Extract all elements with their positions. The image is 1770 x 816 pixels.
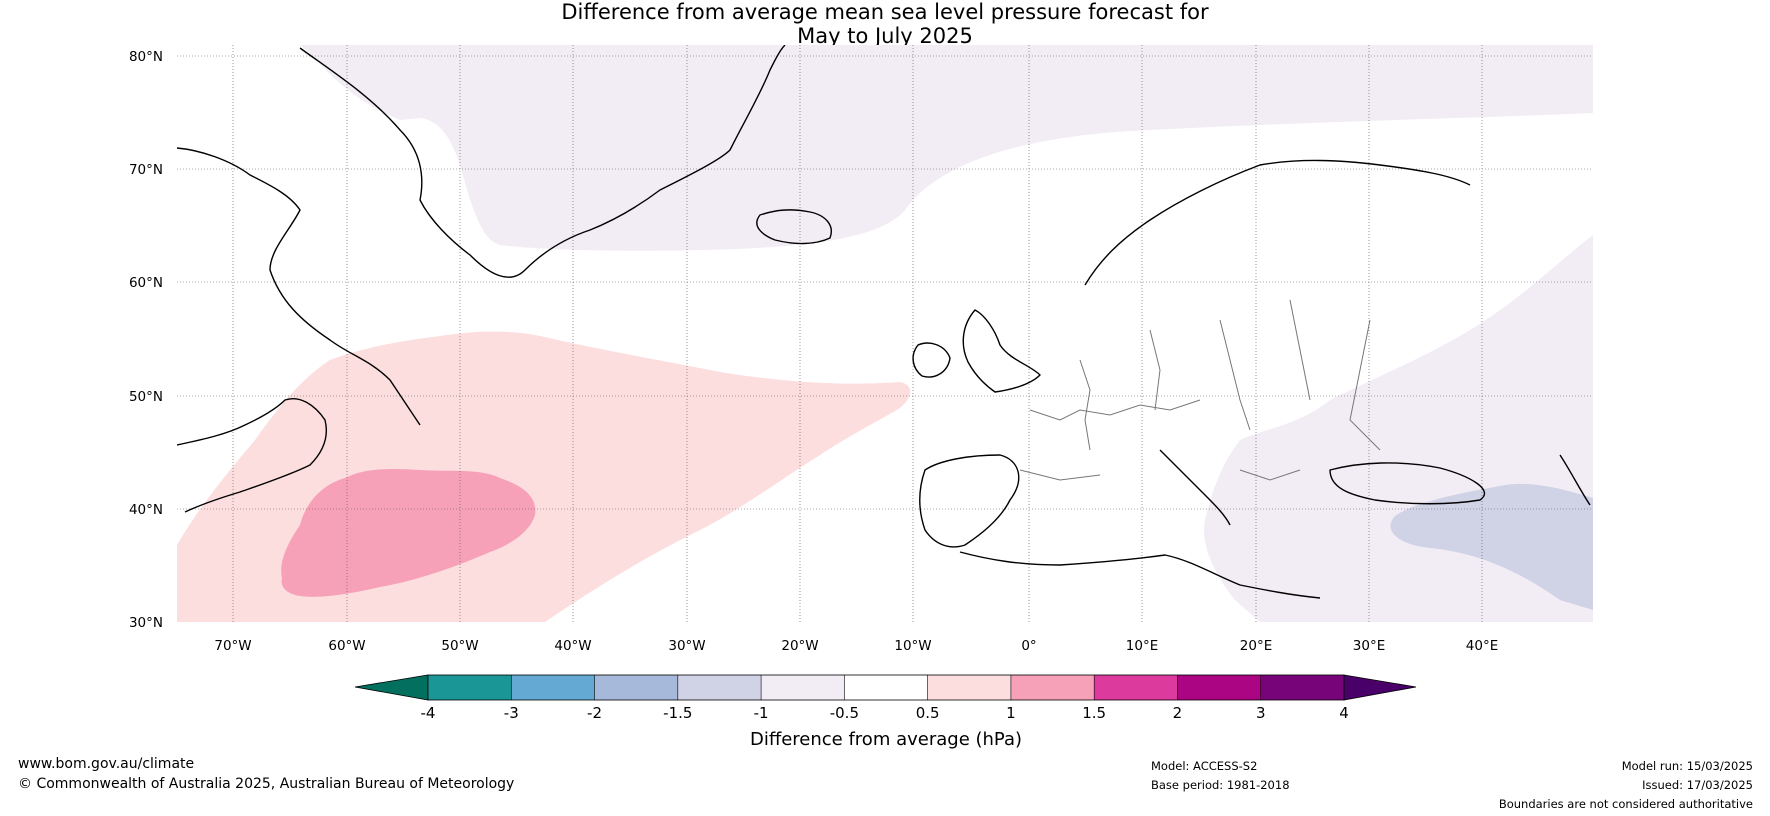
footer-disclaimer: Boundaries are not considered authoritat… — [1498, 797, 1753, 811]
lon-label-10w: 10°W — [894, 638, 931, 654]
north-africa-coast — [959, 551, 1321, 599]
colorbar-swatch — [511, 675, 596, 700]
colorbar-tick-label: 4 — [1339, 704, 1349, 722]
colorbar-swatches — [428, 675, 1345, 700]
high-anomaly-core-off-us-east-coast — [281, 468, 536, 597]
title-line-2: May to July 2025 — [797, 24, 973, 48]
footer-run-info: Model run: 15/03/2025 Issued: 17/03/2025… — [1499, 757, 1753, 814]
lat-label-70: 70°N — [129, 162, 163, 178]
lon-label-30w: 30°W — [668, 638, 705, 654]
map-title: Difference from average mean sea level p… — [0, 0, 1770, 48]
footer-issued: Issued: 17/03/2025 — [1642, 778, 1753, 792]
colorbar-swatch — [428, 675, 512, 700]
north-american-east-coast — [177, 398, 327, 513]
latitude-labels: 80°N 70°N 60°N 50°N 40°N 30°N — [129, 49, 163, 631]
colorbar-extend-high — [1343, 674, 1417, 701]
lon-label-20e: 20°E — [1240, 638, 1272, 654]
colorbar-tick-label: -2 — [587, 704, 602, 722]
lon-label-40e: 40°E — [1466, 638, 1498, 654]
canadian-arctic-coast — [177, 147, 421, 426]
italy-coast — [1159, 449, 1231, 526]
map-area — [177, 45, 1593, 622]
colorbar-swatch — [844, 675, 929, 700]
footer-model: Model: ACCESS-S2 — [1151, 759, 1258, 773]
colorbar-swatch — [1010, 675, 1095, 700]
footer-base-period: Base period: 1981-2018 — [1151, 778, 1290, 792]
footer-url: www.bom.gov.au/climate — [18, 756, 195, 772]
colorbar-swatch — [1094, 675, 1178, 700]
colorbar-tick-label: -1.5 — [663, 704, 692, 722]
colorbar-tick-label: -0.5 — [830, 704, 859, 722]
colorbar-swatch — [677, 675, 762, 700]
footer-copyright: © Commonwealth of Australia 2025, Austra… — [18, 776, 515, 792]
lat-label-60: 60°N — [129, 275, 163, 291]
colorbar-tick-label: 3 — [1256, 704, 1266, 722]
scandinavia-coast — [1084, 159, 1471, 286]
colorbar-swatch — [594, 675, 679, 700]
colorbar-outline — [427, 674, 1345, 701]
lon-label-20w: 20°W — [781, 638, 818, 654]
colorbar-tick-label: -4 — [421, 704, 436, 722]
greenland-coast — [299, 45, 786, 278]
british-isles-coast — [962, 309, 1041, 393]
lat-label-40: 40°N — [129, 502, 163, 518]
lon-label-40w: 40°W — [554, 638, 591, 654]
colorbar-tick-label: -3 — [504, 704, 519, 722]
lon-label-30e: 30°E — [1353, 638, 1385, 654]
lat-label-30: 30°N — [129, 615, 163, 631]
lat-label-80: 80°N — [129, 49, 163, 65]
footer-model-info: Model: ACCESS-S2 Base period: 1981-2018 — [1151, 757, 1290, 795]
colorbar-swatch — [1260, 675, 1345, 700]
longitude-labels: 70°W 60°W 50°W 40°W 30°W 20°W 10°W 0° 10… — [214, 638, 1498, 654]
caspian-coast — [1559, 454, 1591, 506]
colorbar-extend-low — [354, 674, 429, 701]
iceland-coast — [756, 209, 832, 245]
colorbar-label: Difference from average (hPa) — [750, 729, 1022, 750]
colorbar-tick-label: -1 — [754, 704, 769, 722]
colorbar-swatch — [761, 675, 845, 700]
colorbar-tick-label: 0.5 — [916, 704, 940, 722]
colorbar-tick-label: 1 — [1006, 704, 1016, 722]
lon-label-70w: 70°W — [214, 638, 251, 654]
latitude-gridlines — [177, 55, 1593, 510]
coastlines — [177, 45, 1591, 599]
low-anomaly-turkey-caspian — [1390, 483, 1593, 610]
iberia-coast — [919, 454, 1020, 548]
lon-label-0: 0° — [1021, 638, 1036, 654]
colorbar-swatch — [927, 675, 1012, 700]
colorbar: -4 -3 -2 -1.5 -1 -0.5 0.5 1 1.5 2 3 4 Difference fr… — [354, 674, 1417, 750]
country-borders — [1019, 299, 1381, 481]
footer-model-run: Model run: 15/03/2025 — [1621, 759, 1753, 773]
colorbar-swatch — [1177, 675, 1262, 700]
lon-label-10e: 10°E — [1126, 638, 1158, 654]
lat-label-50: 50°N — [129, 389, 163, 405]
colorbar-tick-label: 1.5 — [1082, 704, 1106, 722]
title-line-1: Difference from average mean sea level p… — [561, 0, 1209, 24]
weak-low-anomaly-greenland-arctic — [300, 45, 1593, 251]
colorbar-tick-label: 2 — [1173, 704, 1183, 722]
ireland-coast — [912, 342, 951, 378]
footer-attribution: www.bom.gov.au/climate © Commonwealth of… — [18, 754, 514, 794]
colorbar-tick-labels: -4 -3 -2 -1.5 -1 -0.5 0.5 1 1.5 2 3 4 — [421, 704, 1349, 722]
lon-label-60w: 60°W — [328, 638, 365, 654]
black-sea-coast — [1329, 462, 1486, 505]
longitude-gridlines — [232, 45, 1483, 622]
lon-label-50w: 50°W — [441, 638, 478, 654]
